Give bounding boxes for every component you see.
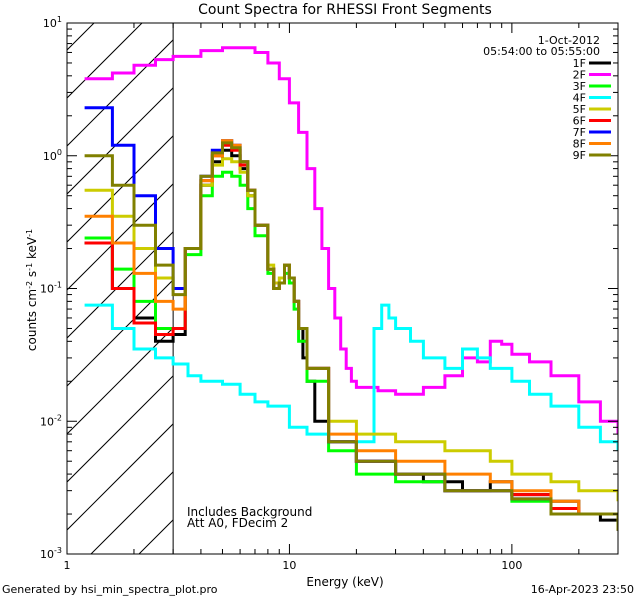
legend-label-7F: 7F <box>573 126 586 139</box>
series-line-3F <box>84 170 618 531</box>
y-tick-label: 10-3 <box>40 546 62 561</box>
series-line-4F <box>84 303 618 451</box>
legend-label-6F: 6F <box>573 115 586 128</box>
chart-title: Count Spectra for RHESSI Front Segments <box>198 2 492 18</box>
header-date: 1-Oct-2012 <box>538 34 600 47</box>
annotation-attenuator: Att A0, FDecim 2 <box>187 516 288 530</box>
legend-label-1F: 1F <box>573 57 586 70</box>
legend-label-5F: 5F <box>573 103 586 116</box>
annotation-background: Includes Background <box>187 505 312 519</box>
series-layer <box>84 46 618 531</box>
x-axis-label: Energy (keV) <box>306 575 383 589</box>
y-axis-label: counts cm-2 s-1 keV-1 <box>25 229 40 351</box>
y-tick-label: 100 <box>43 148 62 163</box>
footer-generated-by: Generated by hsi_min_spectra_plot.pro <box>2 583 218 596</box>
legend-label-9F: 9F <box>573 149 586 162</box>
legend-label-4F: 4F <box>573 92 586 105</box>
x-tick-label: 100 <box>501 559 522 572</box>
axis-ticks <box>66 22 619 555</box>
header-time-range: 05:54:00 to 05:55:00 <box>483 45 600 58</box>
series-line-7F <box>84 106 618 531</box>
y-tick-label: 10-2 <box>40 413 62 428</box>
hatch-lines <box>67 23 174 554</box>
legend-label-3F: 3F <box>573 80 586 93</box>
series-line-9F <box>84 141 618 531</box>
footer-timestamp: 16-Apr-2023 23:50 <box>530 583 634 596</box>
y-tick-labels: 10-3 10-2 10-1 100 101 <box>40 15 62 561</box>
series-line-8F <box>84 139 618 521</box>
x-tick-label: 1 <box>64 559 71 572</box>
x-tick-labels: 1 10 100 <box>64 559 523 572</box>
x-tick-label: 10 <box>282 559 296 572</box>
y-tick-label: 101 <box>43 15 62 30</box>
legend-label-8F: 8F <box>573 138 586 151</box>
legend-label-2F: 2F <box>573 69 586 82</box>
series-line-2F <box>84 46 618 435</box>
y-tick-label: 10-1 <box>40 281 62 296</box>
